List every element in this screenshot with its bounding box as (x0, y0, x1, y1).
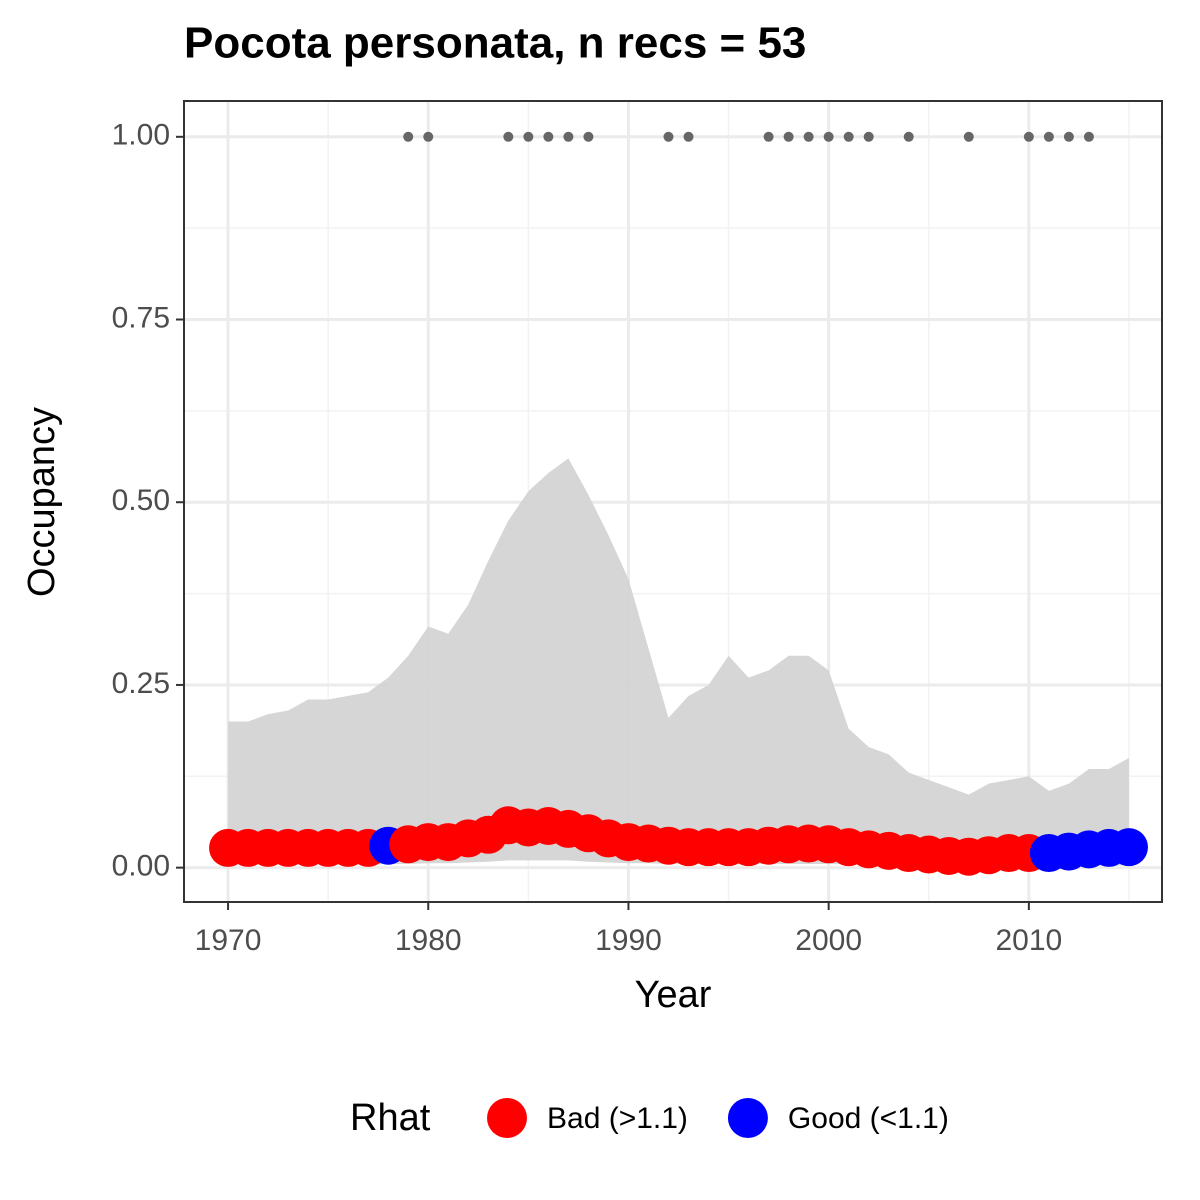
record-point (1023, 131, 1034, 142)
chart-title: Pocota personata, n recs = 53 (184, 19, 806, 68)
record-point (783, 131, 794, 142)
y-tick-label: 0.50 (112, 484, 170, 517)
record-point (543, 131, 554, 142)
y-tick-label: 1.00 (112, 119, 170, 152)
record-point (803, 131, 814, 142)
record-point (423, 131, 434, 142)
y-tick-label: 0.25 (112, 667, 170, 700)
record-point (1063, 131, 1074, 142)
record-point (843, 131, 854, 142)
occupancy-point (1109, 828, 1148, 867)
x-axis-label: Year (635, 974, 712, 1016)
record-point (903, 131, 914, 142)
record-point (863, 131, 874, 142)
y-tick-label: 0.00 (112, 850, 170, 883)
x-tick-label: 1980 (395, 924, 462, 957)
record-point (683, 131, 694, 142)
y-tick-label: 0.75 (112, 301, 170, 334)
record-point (963, 131, 974, 142)
record-point (823, 131, 834, 142)
x-tick-label: 1990 (595, 924, 662, 957)
record-point (663, 131, 674, 142)
credible-interval (228, 458, 1129, 866)
record-point (403, 131, 414, 142)
x-tick-label: 1970 (195, 924, 262, 957)
x-tick-label: 2000 (795, 924, 862, 957)
record-point (583, 131, 594, 142)
legend-key (487, 1098, 527, 1138)
legend-label: Bad (>1.1) (547, 1102, 688, 1135)
x-tick-label: 2010 (995, 924, 1062, 957)
legend-title: Rhat (350, 1097, 431, 1139)
record-point (523, 131, 534, 142)
record-point (1083, 131, 1094, 142)
record-point (503, 131, 514, 142)
legend-label: Good (<1.1) (788, 1102, 949, 1135)
y-axis-label: Occupancy (21, 407, 63, 597)
record-point (763, 131, 774, 142)
record-point (563, 131, 574, 142)
legend-key (727, 1098, 768, 1138)
record-point (1043, 131, 1054, 142)
